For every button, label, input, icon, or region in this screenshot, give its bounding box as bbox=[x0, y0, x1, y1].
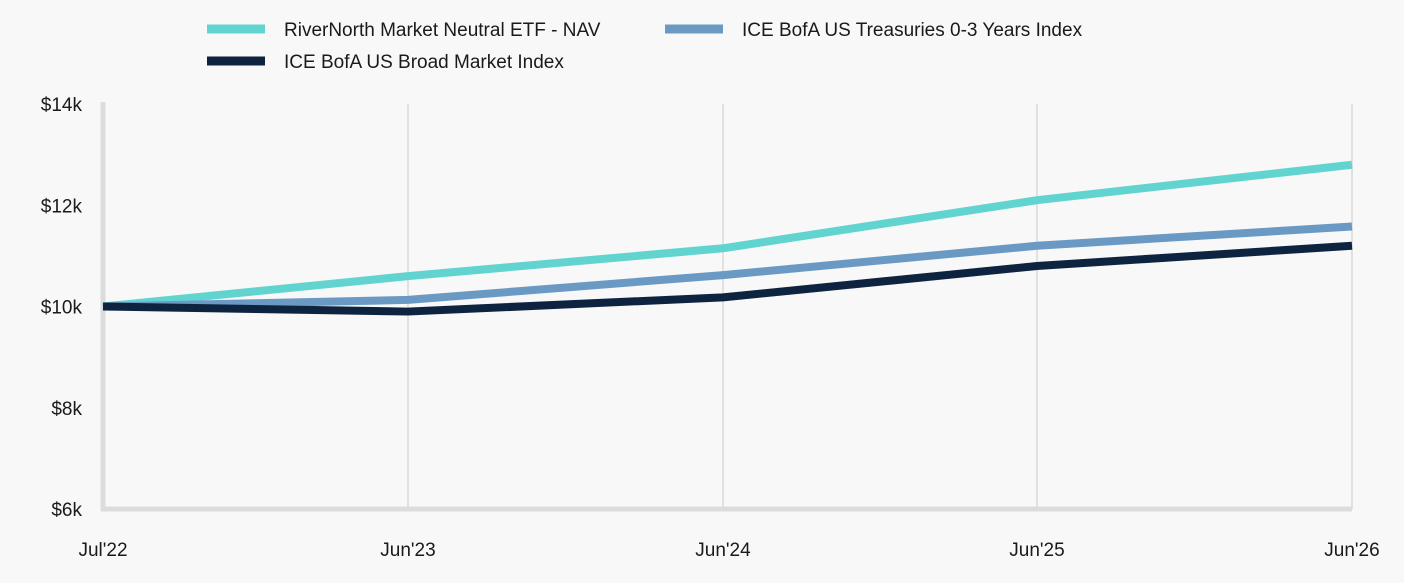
legend: RiverNorth Market Neutral ETF - NAV ICE B… bbox=[207, 20, 1083, 73]
legend-label: RiverNorth Market Neutral ETF - NAV bbox=[284, 20, 601, 41]
series-line bbox=[102, 241, 1353, 316]
y-tick-label: $14k bbox=[41, 95, 83, 116]
y-tick-label: $6k bbox=[51, 500, 82, 521]
series-line bbox=[102, 222, 1353, 311]
x-axis-ticks: Jul'22 Jun'23 Jun'24 Jun'25 Jun'26 bbox=[78, 540, 1379, 561]
x-tick-label: Jun'24 bbox=[695, 540, 751, 561]
y-tick-label: $12k bbox=[41, 196, 83, 217]
y-tick-label: $8k bbox=[51, 399, 82, 420]
x-tick-label: Jul'22 bbox=[78, 540, 127, 561]
grid bbox=[407, 104, 1353, 509]
y-axis-ticks: $6k $8k $10k $12k $14k bbox=[41, 95, 83, 521]
x-tick-label: Jun'25 bbox=[1009, 540, 1064, 561]
legend-label: ICE BofA US Treasuries 0-3 Years Index bbox=[742, 20, 1083, 41]
legend-label: ICE BofA US Broad Market Index bbox=[284, 52, 564, 73]
x-tick-label: Jun'26 bbox=[1324, 540, 1379, 561]
series-line bbox=[102, 160, 1353, 311]
x-tick-label: Jun'23 bbox=[380, 540, 435, 561]
series-lines bbox=[102, 160, 1353, 316]
y-tick-label: $10k bbox=[41, 298, 83, 319]
